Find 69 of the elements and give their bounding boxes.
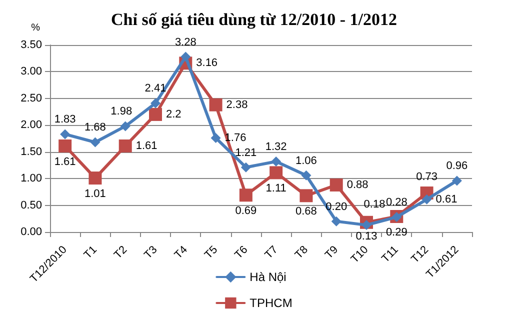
y-tick-label: 0.00	[20, 226, 42, 238]
point	[60, 129, 70, 140]
data-label: 1.61	[54, 156, 76, 168]
point	[240, 162, 251, 172]
point	[422, 194, 432, 204]
point	[58, 139, 72, 152]
point	[180, 52, 191, 62]
x-tick-label: T9	[323, 244, 341, 262]
data-label: 2.38	[226, 98, 248, 111]
data-label: 0.28	[386, 196, 408, 209]
point	[88, 172, 102, 185]
data-label: 1.11	[266, 182, 286, 195]
data-label: 3.16	[196, 57, 218, 70]
data-label: 1.98	[110, 106, 132, 118]
x-tick-label: T6	[232, 244, 250, 262]
y-tick-label: 2.50	[20, 92, 42, 104]
y-tick-label: 1.00	[20, 172, 42, 185]
data-label: 0.96	[446, 160, 468, 172]
y-tick-label: 0.50	[20, 199, 42, 212]
point	[239, 188, 252, 202]
x-tick-label: T2	[112, 244, 130, 262]
y-axis-title: %	[31, 22, 40, 34]
data-label: 1.61	[136, 140, 158, 152]
point	[331, 216, 342, 226]
point	[271, 156, 282, 166]
point	[362, 220, 372, 230]
point	[210, 132, 221, 143]
data-label: 1.21	[235, 146, 257, 159]
data-label: 0.88	[346, 178, 368, 191]
data-label: 0.13	[356, 230, 378, 243]
data-label: 1.06	[296, 154, 317, 167]
data-label: 0.73	[416, 170, 438, 183]
y-tick-label: 2.00	[20, 119, 42, 132]
y-tick-label: 3.50	[20, 39, 42, 51]
data-label: 1.68	[84, 122, 106, 134]
y-tick-label: 1.50	[20, 146, 42, 158]
point	[301, 170, 312, 180]
point	[300, 189, 313, 202]
point	[149, 108, 162, 121]
x-tick-label: T1	[82, 244, 100, 262]
point	[209, 98, 222, 112]
legend-label: Hà Nội	[250, 270, 286, 284]
data-label: 0.69	[235, 205, 257, 218]
data-label: 3.28	[174, 36, 196, 48]
data-label: 0.68	[296, 206, 317, 218]
data-label: 1.32	[265, 140, 287, 153]
data-label: 0.61	[436, 193, 458, 206]
x-tick-label: T11	[380, 244, 401, 266]
data-label: 0.18	[364, 198, 386, 210]
point	[150, 98, 160, 108]
data-label: 1.83	[54, 114, 76, 126]
x-tick-label: T4	[172, 244, 190, 262]
point	[270, 166, 283, 180]
data-label: 2.2	[166, 108, 182, 120]
data-label: 1.01	[84, 188, 106, 200]
x-tick-label: T3	[142, 244, 160, 262]
point	[120, 121, 130, 132]
point	[452, 176, 462, 186]
point	[90, 137, 100, 148]
point	[118, 139, 132, 152]
legend-label: TPHCM	[250, 296, 292, 310]
data-label: 0.29	[386, 226, 408, 239]
x-tick-label: T5	[202, 244, 220, 262]
y-tick-label: 3.00	[20, 66, 42, 78]
chart-title: Chỉ số giá tiêu dùng từ 12/2010 - 1/2012	[110, 10, 398, 29]
x-tick-label: T8	[292, 244, 310, 262]
x-tick-label: T10	[348, 244, 371, 266]
x-tick-label: T7	[262, 244, 280, 262]
point	[330, 178, 343, 192]
